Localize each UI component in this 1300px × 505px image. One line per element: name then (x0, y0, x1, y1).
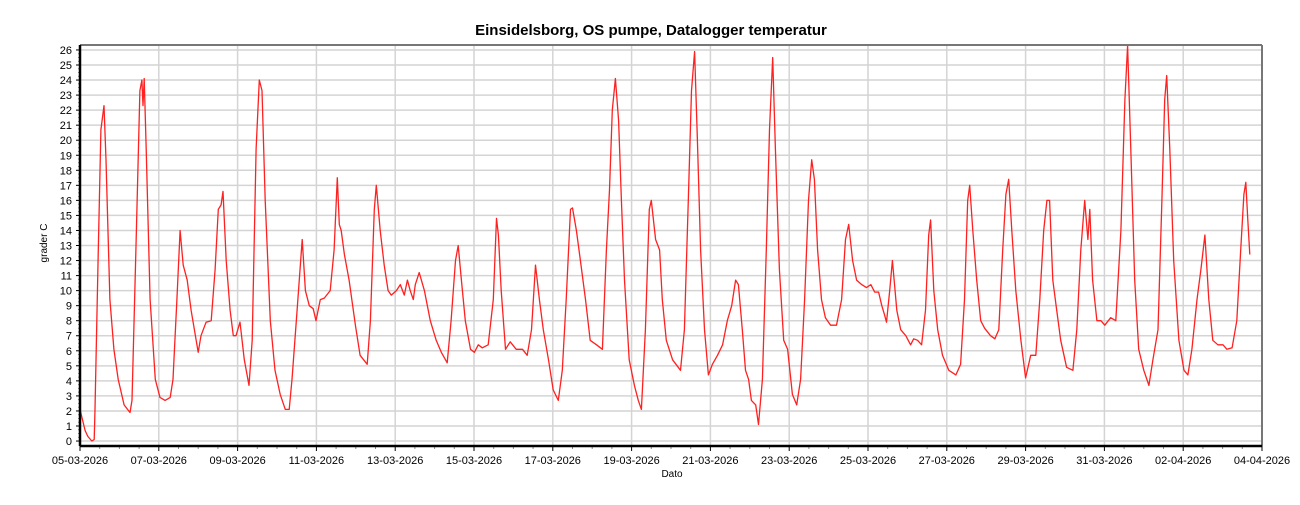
y-tick-label: 2 (66, 406, 72, 418)
y-tick-label: 1 (66, 421, 72, 433)
grid (79, 45, 1263, 446)
y-tick-label: 6 (66, 346, 72, 358)
x-axis-label: Dato (661, 469, 683, 480)
series-group (79, 44, 1251, 442)
x-tick-label: 07-03-2026 (131, 455, 187, 467)
x-tick-label: 09-03-2026 (209, 455, 265, 467)
y-tick-label: 24 (60, 75, 72, 87)
y-tick-label: 5 (66, 361, 72, 373)
y-tick-label: 14 (60, 225, 72, 237)
y-tick-label: 12 (60, 256, 72, 268)
x-tick-label: 29-03-2026 (997, 455, 1053, 467)
x-tick-label: 27-03-2026 (919, 455, 975, 467)
axes (76, 44, 1263, 451)
y-tick-label: 26 (60, 45, 72, 57)
x-tick-labels: 05-03-2026 07-03-2026 09-03-2026 11-03-2026… (52, 455, 1290, 467)
y-tick-label: 17 (60, 180, 72, 192)
x-tick-label: 13-03-2026 (367, 455, 423, 467)
y-tick-label: 8 (66, 316, 72, 328)
series-line-temperatur (79, 44, 1251, 442)
y-tick-label: 4 (66, 376, 72, 388)
y-tick-label: 9 (66, 301, 72, 313)
y-axis-label: grader C (39, 224, 50, 263)
chart-title: Einsidelsborg, OS pumpe, Datalogger temp… (475, 22, 827, 39)
y-tick-label: 23 (60, 90, 72, 102)
y-tick-label: 21 (60, 120, 72, 132)
y-tick-label: 3 (66, 391, 72, 403)
x-tick-label: 04-04-2026 (1234, 455, 1290, 467)
x-tick-label: 05-03-2026 (52, 455, 108, 467)
x-tick-label: 31-03-2026 (1076, 455, 1132, 467)
y-tick-labels: 0123456789101112131415161718192021222324… (60, 45, 72, 448)
y-tick-label: 25 (60, 60, 72, 72)
x-tick-label: 17-03-2026 (525, 455, 581, 467)
x-tick-label: 15-03-2026 (446, 455, 502, 467)
x-tick-label: 21-03-2026 (682, 455, 738, 467)
y-tick-label: 10 (60, 286, 72, 298)
x-tick-label: 02-04-2026 (1155, 455, 1211, 467)
y-tick-label: 15 (60, 210, 72, 222)
y-tick-label: 0 (66, 436, 72, 448)
y-tick-label: 22 (60, 105, 72, 117)
x-tick-label: 11-03-2026 (289, 455, 344, 467)
y-tick-label: 20 (60, 135, 72, 147)
x-tick-label: 19-03-2026 (603, 455, 659, 467)
y-tick-label: 18 (60, 165, 72, 177)
y-tick-label: 11 (61, 271, 72, 283)
y-tick-label: 7 (66, 331, 72, 343)
y-tick-label: 13 (60, 241, 72, 253)
x-tick-label: 23-03-2026 (761, 455, 817, 467)
y-tick-label: 19 (60, 150, 72, 162)
y-tick-label: 16 (60, 195, 72, 207)
x-tick-label: 25-03-2026 (840, 455, 896, 467)
